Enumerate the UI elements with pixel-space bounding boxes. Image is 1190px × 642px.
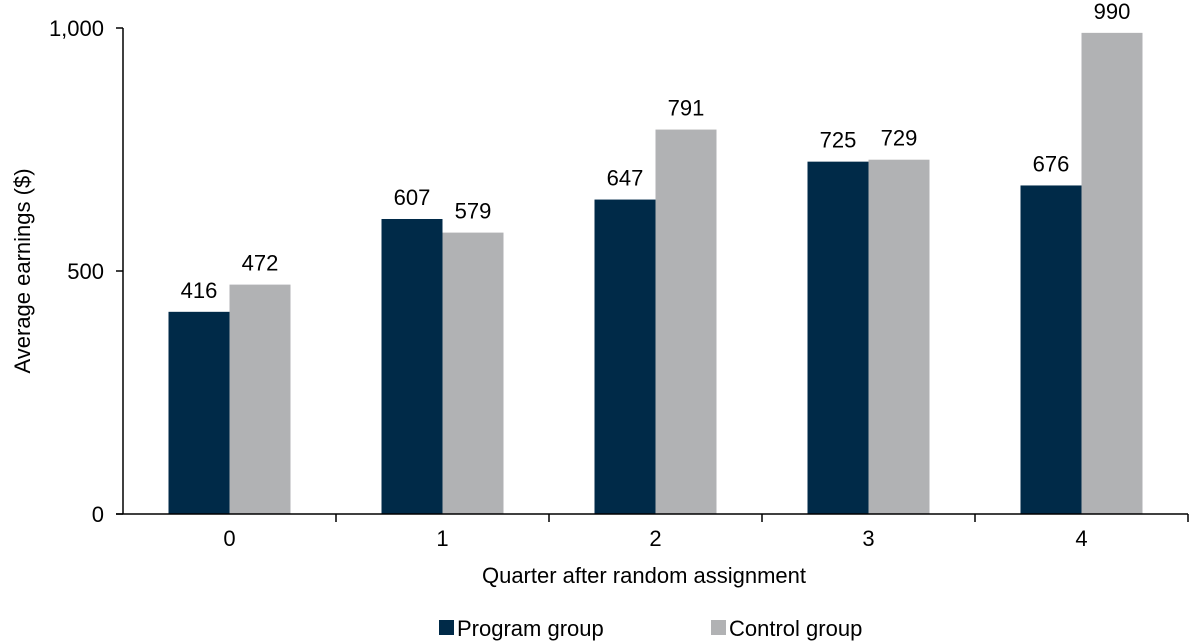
bar-control-q1 [442, 232, 504, 514]
x-tick-label: 2 [649, 526, 661, 551]
y-tick-label: 0 [92, 502, 104, 527]
bars-layer [168, 32, 1143, 515]
bar-control-q3 [868, 159, 930, 514]
y-tick-label: 500 [67, 259, 104, 284]
bar-program-q0 [168, 311, 230, 514]
bar-control-q0 [229, 284, 291, 514]
data-labels-layer: 416 472 607 579 647 791 725 729 676 990 [181, 0, 1131, 303]
y-axis-title: Average earnings ($) [10, 168, 35, 373]
bar-control-q4 [1081, 32, 1143, 515]
x-axis-title: Quarter after random assignment [482, 563, 806, 588]
legend-swatch-program [439, 620, 454, 635]
legend-swatch-control [711, 620, 726, 635]
data-label-program-q2: 647 [607, 166, 644, 191]
legend: Program group Control group [439, 616, 862, 641]
bar-program-q3 [807, 161, 869, 514]
legend-label-program: Program group [457, 616, 604, 641]
bar-program-q4 [1020, 185, 1082, 515]
data-label-program-q3: 725 [820, 128, 857, 153]
data-label-program-q4: 676 [1033, 151, 1070, 176]
data-label-control-q4: 990 [1094, 0, 1131, 24]
x-tick-label: 3 [862, 526, 874, 551]
legend-label-control: Control group [729, 616, 862, 641]
data-label-control-q0: 472 [242, 251, 279, 276]
data-label-control-q1: 579 [455, 199, 492, 224]
ticks-layer: 0 1 2 3 4 0 500 1,000 [49, 16, 1189, 551]
data-label-program-q1: 607 [394, 185, 431, 210]
x-tick-label: 4 [1075, 526, 1087, 551]
y-tick-label: 1,000 [49, 16, 104, 41]
bar-program-q2 [594, 199, 656, 515]
x-tick-label: 0 [223, 526, 235, 551]
data-label-program-q0: 416 [181, 278, 218, 303]
bar-program-q1 [381, 218, 443, 515]
data-label-control-q2: 791 [668, 96, 705, 121]
bar-control-q2 [655, 129, 717, 514]
data-label-control-q3: 729 [881, 126, 918, 151]
x-tick-label: 1 [436, 526, 448, 551]
